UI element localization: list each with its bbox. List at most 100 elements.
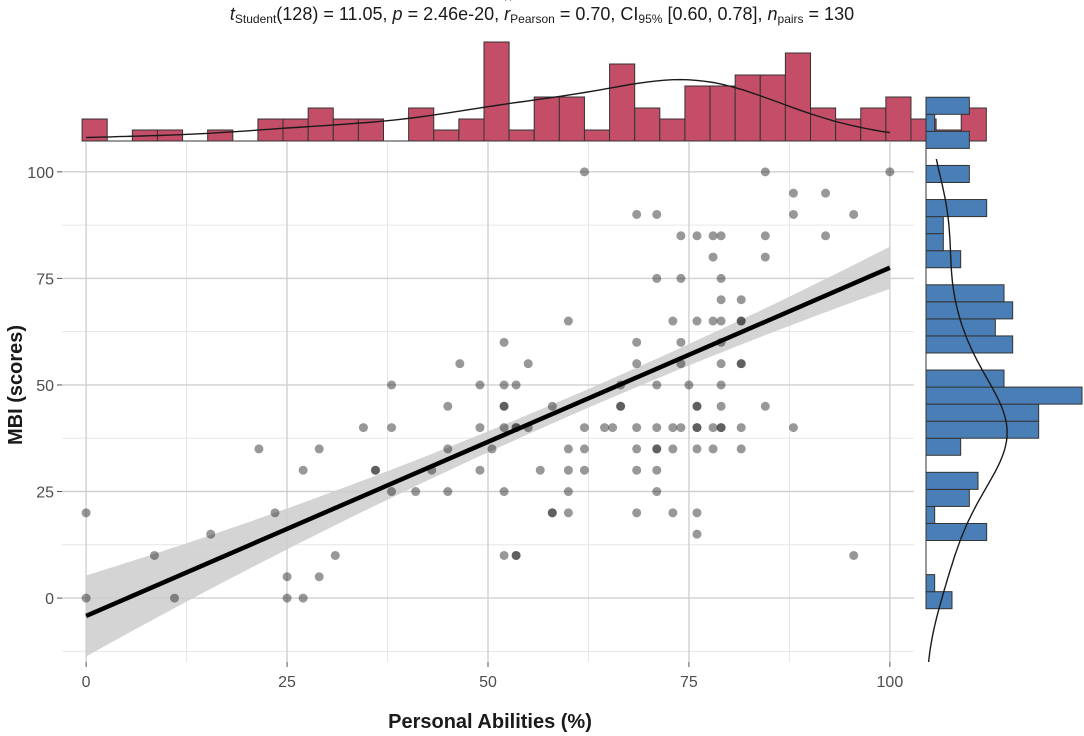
x-hist-bar bbox=[433, 129, 460, 142]
data-point bbox=[475, 423, 485, 433]
data-point bbox=[499, 401, 509, 411]
x-hist-bar bbox=[759, 74, 786, 142]
y-hist-bar bbox=[925, 420, 1040, 439]
x-hist-bar bbox=[408, 107, 435, 142]
x-hist-bar bbox=[307, 107, 334, 142]
data-point bbox=[499, 487, 509, 497]
y-hist-bar bbox=[925, 233, 944, 252]
x-hist-bar bbox=[508, 129, 535, 142]
data-point bbox=[499, 380, 509, 390]
data-point bbox=[716, 295, 726, 305]
y-hist-bar bbox=[925, 488, 970, 507]
data-point bbox=[358, 423, 368, 433]
data-point bbox=[511, 380, 521, 390]
x-tick-label: 0 bbox=[82, 674, 91, 691]
ci-band bbox=[86, 246, 890, 657]
x-hist-bar bbox=[634, 107, 661, 142]
data-point bbox=[579, 465, 589, 475]
y-hist-bar bbox=[925, 505, 936, 524]
data-point bbox=[511, 550, 521, 560]
data-point bbox=[885, 167, 895, 177]
x-hist-bar bbox=[860, 107, 887, 142]
x-marginal-histogram bbox=[81, 41, 987, 142]
y-tick-label: 100 bbox=[27, 165, 54, 182]
data-point bbox=[206, 529, 216, 539]
data-point bbox=[632, 423, 642, 433]
y-hist-bar bbox=[925, 113, 936, 132]
data-point bbox=[736, 423, 746, 433]
data-point bbox=[716, 231, 726, 241]
x-hist-bar bbox=[357, 118, 385, 142]
data-point bbox=[632, 359, 642, 369]
data-point bbox=[849, 550, 859, 560]
y-tick-label: 25 bbox=[36, 485, 54, 502]
data-point bbox=[708, 444, 718, 454]
data-point bbox=[547, 508, 557, 518]
data-point bbox=[652, 444, 662, 454]
data-point bbox=[652, 423, 662, 433]
data-point bbox=[708, 423, 718, 433]
data-point bbox=[632, 444, 642, 454]
y-hist-bar bbox=[925, 522, 988, 542]
y-tick-label: 75 bbox=[36, 271, 54, 288]
x-hist-bar bbox=[609, 63, 636, 142]
data-point bbox=[821, 231, 831, 241]
data-point bbox=[668, 316, 678, 326]
x-tick-label: 75 bbox=[680, 674, 698, 691]
n-symbol: n bbox=[767, 4, 778, 24]
y-hist-bar bbox=[925, 96, 970, 115]
data-point bbox=[652, 380, 662, 390]
data-point bbox=[736, 295, 746, 305]
x-hist-bar bbox=[533, 96, 560, 142]
data-point bbox=[684, 380, 694, 390]
data-point bbox=[736, 359, 746, 369]
data-point bbox=[692, 423, 702, 433]
data-point bbox=[411, 487, 421, 497]
data-point bbox=[511, 550, 521, 560]
data-point bbox=[652, 465, 662, 475]
t-symbol: t bbox=[229, 4, 235, 24]
data-point bbox=[632, 337, 642, 347]
data-point bbox=[760, 252, 770, 262]
data-point bbox=[170, 593, 180, 603]
y-hist-bar bbox=[925, 369, 1005, 388]
ci-value: [0.60, 0.78], bbox=[662, 4, 768, 24]
data-point bbox=[632, 508, 642, 518]
data-point bbox=[563, 508, 573, 518]
x-hist-bar bbox=[458, 118, 485, 142]
data-point bbox=[547, 508, 557, 518]
data-point bbox=[652, 444, 662, 454]
x-density-curve bbox=[86, 78, 891, 139]
data-point bbox=[455, 359, 465, 369]
y-hist-bar bbox=[925, 403, 1040, 422]
data-point bbox=[716, 273, 726, 283]
data-point bbox=[499, 337, 509, 347]
data-point bbox=[579, 423, 589, 433]
data-point bbox=[716, 316, 726, 326]
n-value: = 130 bbox=[803, 4, 855, 24]
data-point bbox=[370, 465, 380, 475]
stats-subtitle: tStudent(128) = 11.05, p = 2.46e-20, rPe… bbox=[0, 0, 1084, 26]
data-point bbox=[760, 167, 770, 177]
data-point bbox=[475, 465, 485, 475]
data-point bbox=[736, 316, 746, 326]
data-point bbox=[563, 465, 573, 475]
data-point bbox=[676, 273, 686, 283]
data-point bbox=[81, 593, 91, 603]
data-point bbox=[563, 316, 573, 326]
data-point bbox=[387, 487, 397, 497]
r-subscript: Pearson bbox=[510, 12, 555, 26]
data-point bbox=[788, 423, 798, 433]
y-marginal-histogram bbox=[925, 96, 1083, 663]
data-point bbox=[616, 401, 626, 411]
data-point bbox=[692, 401, 702, 411]
data-point bbox=[716, 423, 726, 433]
x-hist-bar bbox=[784, 52, 812, 142]
y-density-curve bbox=[927, 158, 1008, 663]
data-point bbox=[788, 209, 798, 219]
data-point bbox=[692, 316, 702, 326]
data-point bbox=[579, 167, 589, 177]
y-hist-bar bbox=[925, 250, 962, 269]
data-point bbox=[563, 444, 573, 454]
